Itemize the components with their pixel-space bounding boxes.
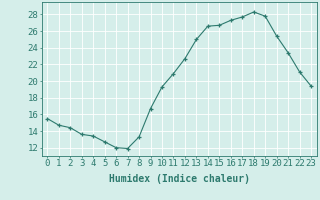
X-axis label: Humidex (Indice chaleur): Humidex (Indice chaleur): [109, 174, 250, 184]
